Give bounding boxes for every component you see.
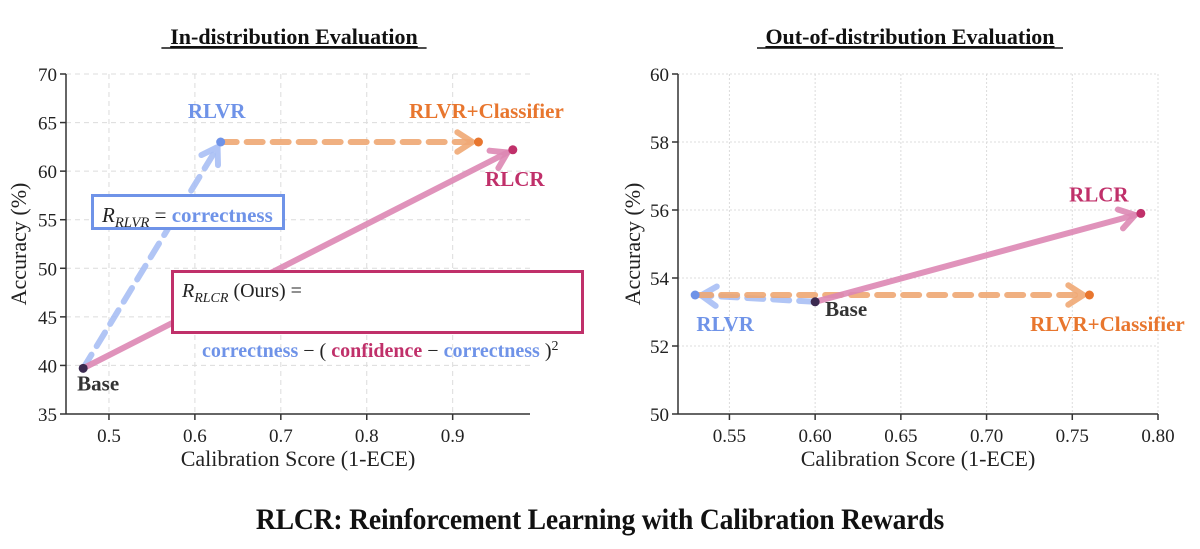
data-point-rlvr-classifier [473,137,483,147]
arrow-base-to-rlcr [812,211,1139,305]
y-tick-label: 45 [38,308,57,329]
y-tick-label: 54 [650,269,670,290]
chart-title: In-distribution Evaluation [170,24,418,49]
rlcr-formula-line1: RRLCR (Ours) = [182,279,573,311]
data-label-rlvr: RLVR [696,312,754,336]
reward-subscript: RLVR [114,215,150,232]
y-tick-label: 55 [38,211,57,232]
arrow-head [1114,206,1139,232]
x-tick-label: 0.60 [799,426,832,447]
y-tick-label: 40 [38,356,57,377]
chart-title: Out-of-distribution Evaluation [765,24,1054,49]
correctness-term: correctness [202,339,299,362]
arrow-head [198,144,222,169]
minus-open-paren: − ( [298,339,332,362]
rlcr-formula-line2: correctness − ( confidence − correctness… [182,311,573,387]
data-point-rlvr [216,137,226,147]
correctness-term: correctness [171,203,273,227]
y-tick-label: 56 [650,201,669,222]
y-tick-label: 52 [650,337,669,358]
x-tick-label: 0.65 [884,426,917,447]
y-tick-label: 60 [650,65,669,86]
data-label-rlcr: RLCR [1069,182,1129,206]
x-tick-label: 0.9 [441,426,465,447]
data-label-rlcr: RLCR [485,167,545,191]
correctness-term: correctness [443,339,540,362]
data-label-rlvr: RLVR [188,99,246,123]
x-tick-label: 0.70 [970,426,1003,447]
data-point-rlvr [690,290,700,300]
y-tick-label: 70 [38,65,57,86]
rlcr-reward-box: RRLCR (Ours) = correctness − ( confidenc… [171,270,584,362]
y-tick-label: 50 [650,405,669,426]
data-label-base: Base [825,297,867,321]
arrow-base-to-rlcr [80,149,511,372]
data-point-rlcr [1136,208,1146,218]
minus-sign: − [422,339,444,362]
x-tick-label: 0.5 [97,426,121,447]
y-tick-label: 50 [38,259,57,280]
data-label-rlvr-classifier: RLVR+Classifier [1030,312,1185,336]
data-point-base [78,363,88,373]
data-point-base [810,297,820,307]
figure-suptitle: RLCR: Reinforcement Learning with Calibr… [255,503,945,536]
equals-sign: = [149,203,172,227]
y-axis-label: Accuracy (%) [6,183,31,306]
x-axis-label: Calibration Score (1-ECE) [181,446,416,471]
x-tick-label: 0.8 [355,426,379,447]
confidence-term: confidence [331,339,423,362]
x-tick-label: 0.80 [1141,426,1174,447]
x-tick-label: 0.55 [713,426,746,447]
reward-symbol: R [182,280,195,302]
data-point-rlcr [508,145,518,155]
data-label-rlvr-classifier: RLVR+Classifier [409,99,564,123]
reward-subscript: RLCR [194,290,229,306]
x-tick-label: 0.7 [269,426,293,447]
y-axis-label: Accuracy (%) [620,183,645,306]
y-tick-label: 35 [38,405,57,426]
x-axis-label: Calibration Score (1-ECE) [801,446,1036,471]
data-point-rlvr-classifier [1084,290,1094,300]
rlvr-reward-box: RRLVR = correctness [91,194,285,232]
data-label-base: Base [77,371,119,395]
reward-symbol: R [102,203,115,227]
arrow-head [454,129,476,155]
ours-suffix: (Ours) = [228,280,302,302]
squared-exponent: 2 [551,338,559,354]
y-tick-label: 65 [38,114,57,135]
arrow-base-to-rlvr [80,144,221,372]
y-tick-label: 58 [650,133,669,154]
x-tick-label: 0.6 [183,426,207,447]
arrow-head [1065,282,1087,308]
x-tick-label: 0.75 [1056,426,1089,447]
y-tick-label: 60 [38,162,57,183]
close-paren: ) [539,339,552,362]
arrow-head [486,147,511,172]
